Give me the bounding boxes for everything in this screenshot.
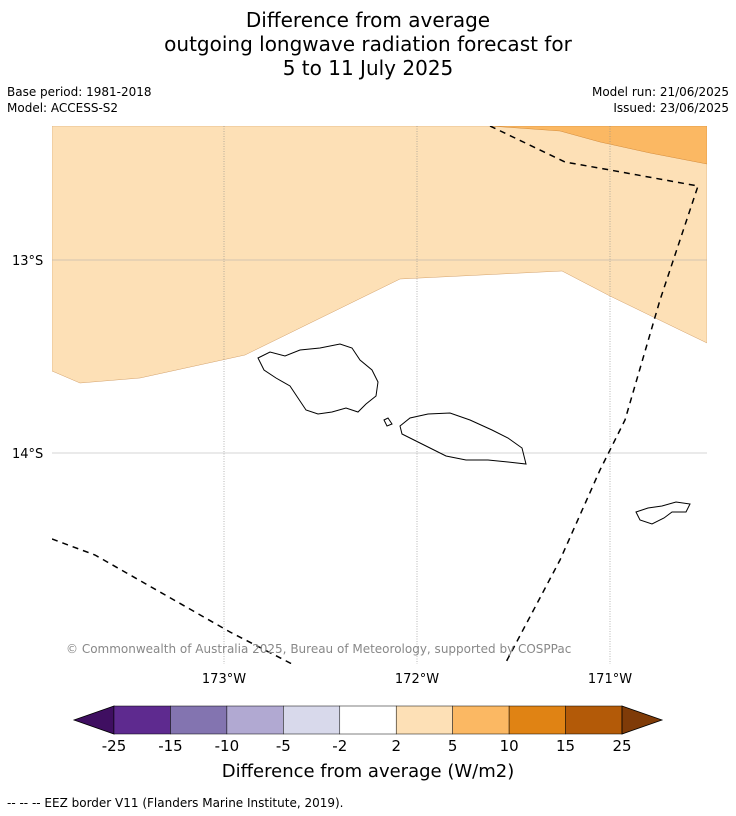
colorbar-tick-label: -2: [332, 737, 347, 755]
eez-border-southwest: [52, 538, 293, 664]
lat-label-13s: 13°S: [12, 254, 43, 269]
lon-label-172w: 172°W: [395, 672, 439, 687]
colorbar-tick-label: 25: [612, 737, 631, 755]
colorbar-box: [508, 705, 566, 735]
map-area: © Commonwealth of Australia 2025, Bureau…: [52, 126, 707, 664]
colorbar-box: [226, 705, 284, 735]
colorbar-tick-label: 15: [556, 737, 575, 755]
colorbar: -25 -15 -10 -5 -2 2 5 10 15 25: [72, 705, 664, 755]
colorbar-box: [452, 705, 510, 735]
model-name: Model: ACCESS-S2: [7, 101, 119, 115]
colorbar-title: Difference from average (W/m2): [221, 761, 515, 782]
savaii-island: [257, 343, 379, 415]
tutuila-island: [635, 501, 691, 525]
colorbar-tick-label: 2: [391, 737, 401, 755]
anomaly-region-5-to-10: [489, 126, 707, 165]
eez-border-east: [489, 126, 699, 664]
copyright-notice: © Commonwealth of Australia 2025, Bureau…: [66, 642, 571, 656]
colorbar-tick-label: -10: [215, 737, 240, 755]
eez-border: [52, 126, 699, 664]
lat-label-14s: 14°S: [12, 447, 43, 462]
colorbar-box: [339, 705, 397, 735]
colorbar-tick-label: 10: [500, 737, 519, 755]
base-period: Base period: 1981-2018: [7, 85, 152, 99]
title-line-3: 5 to 11 July 2025: [282, 56, 454, 80]
issued-date: Issued: 23/06/2025: [613, 101, 729, 115]
colorbar-box: [170, 705, 228, 735]
lon-label-173w: 173°W: [202, 672, 246, 687]
islands: [257, 343, 691, 525]
colorbar-tick-label: -15: [158, 737, 183, 755]
meta-right: Model run: 21/06/2025 Issued: 23/06/2025: [592, 84, 729, 116]
meta-left: Base period: 1981-2018 Model: ACCESS-S2: [7, 84, 152, 116]
colorbar-extend-high: [621, 705, 664, 735]
model-run: Model run: 21/06/2025: [591, 85, 729, 99]
colorbar-box: [283, 705, 341, 735]
colorbar-box: [395, 705, 453, 735]
colorbar-box: [565, 705, 623, 735]
colorbar-box: [113, 705, 171, 735]
colorbar-tick-label: -25: [102, 737, 127, 755]
upolu-island: [399, 412, 527, 465]
map-title: Difference from average outgoing longwav…: [0, 8, 736, 80]
lon-label-171w: 171°W: [588, 672, 632, 687]
title-line-1: Difference from average: [245, 8, 491, 32]
eez-legend: -- -- -- EEZ border V11 (Flanders Marine…: [7, 796, 344, 810]
title-line-2: outgoing longwave radiation forecast for: [164, 32, 572, 56]
manono-island: [383, 417, 393, 427]
colorbar-extend-low: [72, 705, 115, 735]
colorbar-tick-label: 5: [448, 737, 458, 755]
colorbar-tick-label: -5: [276, 737, 291, 755]
grid-lines: [52, 126, 707, 664]
anomaly-region-2-to-5: [52, 126, 707, 384]
